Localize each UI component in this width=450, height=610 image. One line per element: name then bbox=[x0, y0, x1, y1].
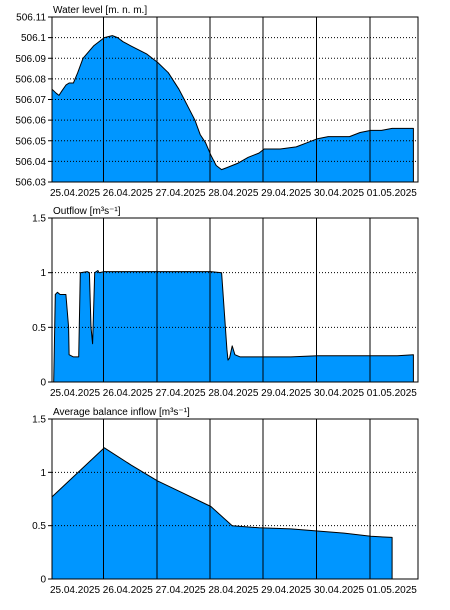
x-tick-label: 27.04.2025 bbox=[156, 188, 206, 199]
x-tick-label: 25.04.2025 bbox=[50, 388, 100, 399]
x-tick-label: 28.04.2025 bbox=[208, 585, 258, 596]
x-tick-label: 26.04.2025 bbox=[103, 585, 153, 596]
x-tick-label: 28.04.2025 bbox=[208, 188, 258, 199]
x-tick-label: 30.04.2025 bbox=[314, 585, 364, 596]
x-tick-label: 01.05.2025 bbox=[367, 188, 417, 199]
plot-frame bbox=[51, 217, 419, 383]
y-tick-label: 0 bbox=[40, 575, 46, 586]
y-tick-label: 1 bbox=[40, 268, 46, 279]
y-tick-label: 506.07 bbox=[15, 95, 46, 106]
chart-panel-1: Water level [m. n. m.] 506.03 506.04 506.05… bbox=[15, 5, 419, 199]
y-tick-label: 506.11 bbox=[16, 13, 46, 24]
plot-frame bbox=[51, 16, 419, 183]
x-tick-label: 26.04.2025 bbox=[103, 188, 153, 199]
y-tick-label: 0 bbox=[40, 378, 46, 389]
series-area-1 bbox=[51, 270, 414, 383]
x-tick-label: 30.04.2025 bbox=[314, 188, 364, 199]
y-tick-label: 506.09 bbox=[15, 54, 46, 65]
y-tick-label: 1.5 bbox=[32, 214, 46, 225]
y-tick-label: 506.03 bbox=[15, 178, 46, 189]
x-tick-label: 01.05.2025 bbox=[367, 388, 417, 399]
x-tick-label: 29.04.2025 bbox=[261, 585, 311, 596]
y-tick-label: 506.08 bbox=[15, 74, 46, 85]
x-tick-label: 26.04.2025 bbox=[103, 388, 153, 399]
y-tick-label: 0.5 bbox=[32, 323, 46, 334]
x-tick-label: 25.04.2025 bbox=[50, 188, 100, 199]
series-area-1 bbox=[51, 35, 414, 183]
y-tick-label: 506.1 bbox=[21, 33, 46, 44]
x-tick-label: 25.04.2025 bbox=[50, 585, 100, 596]
x-tick-label: 29.04.2025 bbox=[261, 388, 311, 399]
y-tick-label: 506.04 bbox=[15, 157, 46, 168]
y-tick-label: 506.06 bbox=[15, 116, 46, 127]
x-tick-label: 30.04.2025 bbox=[314, 388, 364, 399]
chart-title: Outflow [m³s⁻¹] bbox=[53, 206, 121, 217]
x-tick-label: 01.05.2025 bbox=[367, 585, 417, 596]
series-area-1 bbox=[51, 447, 393, 580]
x-tick-label: 27.04.2025 bbox=[156, 585, 206, 596]
x-tick-label: 28.04.2025 bbox=[208, 388, 258, 399]
chart-title: Water level [m. n. m.] bbox=[53, 5, 147, 16]
y-tick-label: 0.5 bbox=[32, 521, 46, 532]
chart-title: Average balance inflow [m³s⁻¹] bbox=[53, 407, 190, 418]
y-tick-label: 1 bbox=[40, 468, 46, 479]
plot-frame bbox=[51, 418, 419, 580]
x-tick-label: 29.04.2025 bbox=[261, 188, 311, 199]
x-tick-label: 27.04.2025 bbox=[156, 388, 206, 399]
chart-panel-3: Average balance inflow [m³s⁻¹] 0 0.5 1 1.5 25… bbox=[32, 407, 419, 596]
y-tick-label: 1.5 bbox=[32, 415, 46, 426]
y-tick-label: 506.05 bbox=[15, 136, 46, 147]
chart-panel-2: Outflow [m³s⁻¹] 0 0.5 1 1.5 25.04.2025 26.04.2… bbox=[32, 206, 419, 399]
